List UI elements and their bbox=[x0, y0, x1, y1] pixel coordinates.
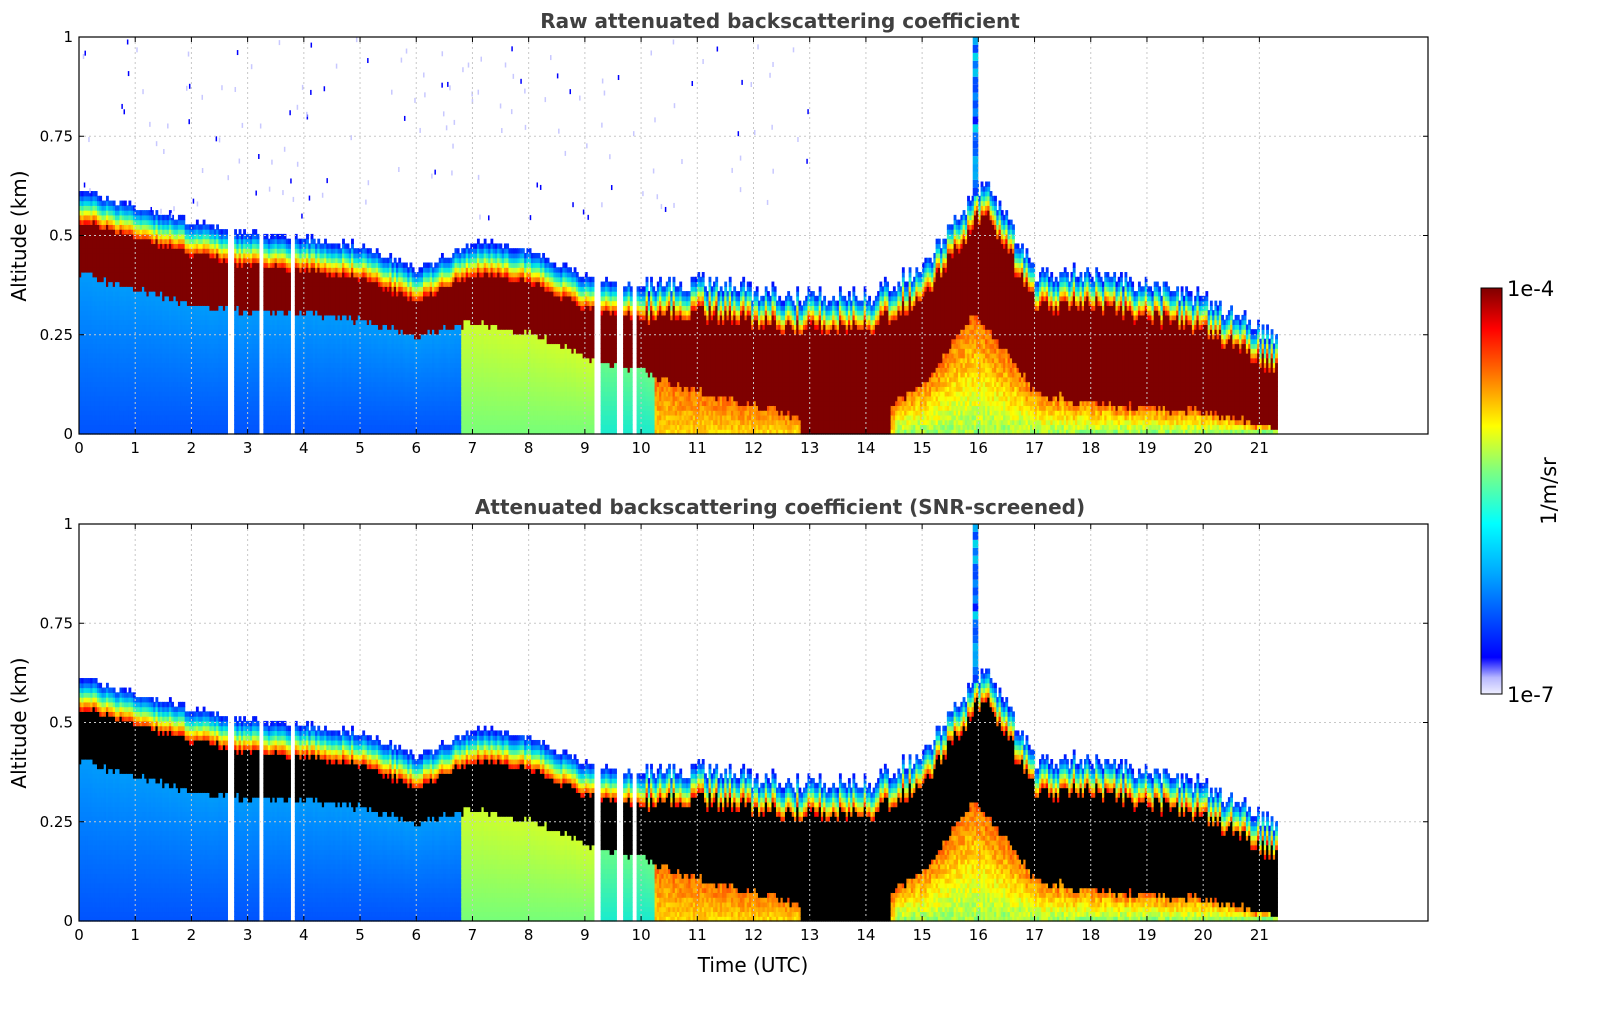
panel-1-title: Raw attenuated backscattering coefficien… bbox=[540, 9, 1020, 33]
lidar-figure: Raw attenuated backscattering coefficien… bbox=[0, 0, 1621, 1020]
heatmap-cell bbox=[106, 196, 109, 201]
heatmap-cell bbox=[128, 201, 131, 206]
heatmap-cell bbox=[99, 196, 102, 201]
heatmap-cell bbox=[113, 201, 116, 206]
heatmap-cell bbox=[95, 191, 98, 196]
heatmap-cell bbox=[124, 201, 127, 206]
chart-svg: Raw attenuated backscattering coefficien… bbox=[0, 0, 1621, 1020]
panel-1-plot: 0 1 2 3 4 5 6 7 8 9 10 11 12 13 14 15 16 17 18 19 20 2100.250… bbox=[40, 28, 1428, 457]
